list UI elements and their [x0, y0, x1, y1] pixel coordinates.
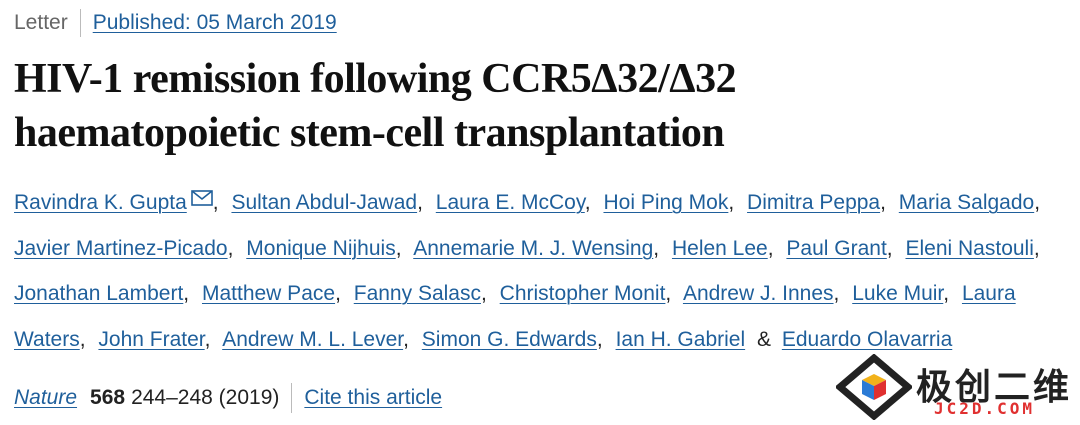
author-conjunction: &	[756, 327, 771, 351]
author-separator: ,	[886, 236, 893, 260]
author-separator: ,	[212, 191, 219, 214]
author-separator: ,	[833, 282, 840, 305]
divider	[291, 383, 293, 413]
logo-cube-right	[874, 380, 886, 400]
author-link[interactable]: Andrew M. L. Lever	[222, 327, 404, 351]
author-link[interactable]: Paul Grant	[786, 236, 887, 260]
author-link[interactable]: Simon G. Edwards	[421, 327, 597, 351]
author-link[interactable]: Laura Waters	[14, 282, 1016, 351]
author-link[interactable]: Sultan Abdul-Jawad	[231, 191, 418, 214]
author-link[interactable]: Eleni Nastouli	[905, 236, 1034, 260]
watermark-site: JC2D.COM	[934, 399, 1036, 418]
author-link[interactable]: Fanny Salasc	[353, 282, 481, 305]
author-separator: ,	[183, 282, 190, 305]
author-separator: ,	[395, 236, 402, 260]
cite-link[interactable]: Cite this article	[304, 386, 443, 409]
author-separator: ,	[79, 327, 86, 351]
author-link[interactable]: Eduardo Olavarria	[781, 327, 953, 351]
journal-link[interactable]: Nature	[14, 386, 78, 409]
author-separator: ,	[335, 282, 341, 305]
watermark-logo	[834, 353, 914, 421]
article-type: Letter	[14, 11, 68, 34]
author-link[interactable]: Laura E. McCoy	[435, 191, 585, 214]
author-link[interactable]: Hoi Ping Mok	[603, 191, 729, 214]
author-separator: ,	[227, 236, 234, 260]
author-link[interactable]: Andrew J. Innes	[682, 282, 834, 305]
logo-cube-left	[862, 380, 874, 400]
envelope	[190, 190, 213, 206]
author-separator: ,	[403, 327, 409, 351]
author-list: Ravindra K. Gupta, Sultan Abdul-Jawad, L…	[14, 180, 1074, 362]
author-separator: ,	[596, 327, 603, 351]
logo-diamond	[834, 353, 914, 421]
pages: 244–248 (2019)	[131, 386, 280, 409]
author-separator: ,	[1033, 236, 1040, 260]
author-separator: ,	[665, 282, 672, 305]
divider	[79, 9, 81, 37]
author-link[interactable]: Annemarie M. J. Wensing	[413, 236, 654, 260]
author-link[interactable]: Ian H. Gabriel	[615, 327, 746, 351]
author-link[interactable]: Christopher Monit	[499, 282, 666, 305]
author-link[interactable]: Maria Salgado	[898, 191, 1035, 214]
author-link[interactable]: Jonathan Lambert	[14, 282, 184, 305]
watermark: 极创二维 JC2D.COM	[834, 353, 1076, 421]
author-separator: ,	[728, 191, 735, 214]
author-link[interactable]: Helen Lee	[671, 236, 768, 260]
article-header: Letter Published: 05 March 2019	[14, 9, 337, 37]
author-separator: ,	[1034, 191, 1041, 214]
watermark-name: 极创二维	[916, 366, 1073, 407]
citation: Nature 568 244–248 (2019) Cite this arti…	[14, 383, 442, 413]
published-date[interactable]: Published: 05 March 2019	[92, 11, 337, 34]
author-link[interactable]: Javier Martinez-Picado	[14, 236, 228, 260]
author-separator: ,	[880, 191, 886, 214]
author-separator: ,	[767, 236, 774, 260]
volume: 568	[90, 386, 126, 409]
author-link[interactable]: Dimitra Peppa	[747, 191, 881, 214]
article-title: HIV-1 remission following CCR5Δ32/Δ32 ha…	[14, 56, 737, 156]
author-separator: ,	[584, 191, 591, 214]
email-icon[interactable]	[190, 190, 213, 206]
author-link[interactable]: Monique Nijhuis	[246, 236, 396, 260]
author-link[interactable]: Luke Muir	[852, 282, 944, 305]
author-link[interactable]: Ravindra K. Gupta	[14, 191, 187, 214]
author-separator: ,	[480, 282, 487, 305]
author-link[interactable]: John Frater	[98, 327, 205, 351]
author-separator: ,	[204, 327, 211, 351]
envelope-flap	[191, 190, 213, 201]
author-separator: ,	[653, 236, 660, 260]
author-link[interactable]: Matthew Pace	[201, 282, 336, 305]
author-separator: ,	[943, 282, 950, 305]
author-separator: ,	[417, 191, 423, 214]
